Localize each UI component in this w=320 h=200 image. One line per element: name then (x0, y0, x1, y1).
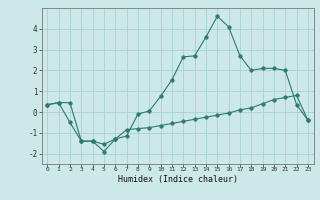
X-axis label: Humidex (Indice chaleur): Humidex (Indice chaleur) (118, 175, 237, 184)
